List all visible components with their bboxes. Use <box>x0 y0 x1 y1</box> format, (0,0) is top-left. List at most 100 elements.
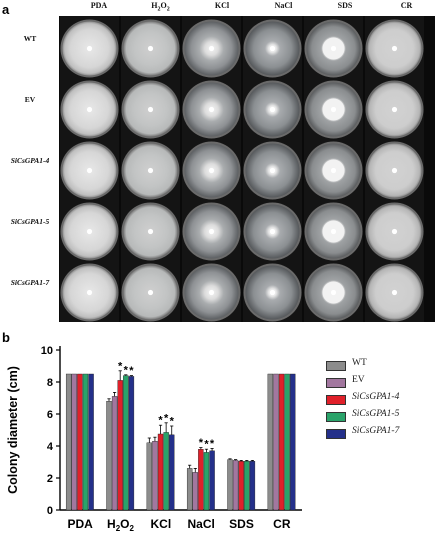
x-tick-label: KCl <box>150 517 171 531</box>
inoculum-plug <box>330 167 337 174</box>
bar-CR-SiCsGPA1-4 <box>278 373 285 511</box>
column-header-5: CR <box>400 1 413 10</box>
inoculum-plug <box>208 45 215 52</box>
legend-swatch <box>326 361 346 371</box>
bar-KCl-WT <box>146 442 153 511</box>
row-header-3: SiCsGPA1-5 <box>10 216 50 226</box>
column-header-1: H2O2 <box>131 1 191 13</box>
y-tick-label: 6 <box>47 409 53 421</box>
bar-CR-SiCsGPA1-7 <box>290 373 296 511</box>
inoculum-plug <box>269 228 276 235</box>
bar-PDA-SiCsGPA1-4 <box>77 373 83 511</box>
y-axis-label: Colony diameter (cm) <box>6 366 20 494</box>
bar-NaCl-SiCsGPA1-5 <box>203 452 210 511</box>
bar-KCl-SiCsGPA1-4 <box>157 433 164 511</box>
column-header-3: NaCl <box>274 1 293 10</box>
bar-KCl-EV <box>152 440 158 511</box>
x-tick-label: SDS <box>229 517 254 531</box>
inoculum-plug <box>208 167 215 174</box>
legend-item-0: WT <box>326 358 436 372</box>
bar-SDS-SiCsGPA1-4 <box>238 460 244 511</box>
column-header-0: PDA <box>90 1 108 10</box>
inoculum-plug <box>86 106 93 113</box>
inoculum-plug <box>391 167 398 174</box>
inoculum-plug <box>208 106 215 113</box>
significance-mark: * <box>199 437 204 449</box>
bar-PDA-EV <box>71 373 77 511</box>
inoculum-plug <box>391 289 398 296</box>
inoculum-plug <box>147 167 154 174</box>
inoculum-plug <box>391 45 398 52</box>
y-tick-label: 4 <box>47 441 54 453</box>
x-tick-label: PDA <box>67 517 93 531</box>
inoculum-plug <box>86 289 93 296</box>
legend-label: EV <box>352 375 365 385</box>
plate-photo-grid <box>11 16 435 322</box>
inoculum-plug <box>330 106 337 113</box>
column-header-4: SDS <box>337 1 353 10</box>
bar-NaCl-WT <box>186 468 193 511</box>
inoculum-plug <box>330 289 337 296</box>
legend-label: SiCsGPA1-4 <box>352 392 400 402</box>
legend-label: WT <box>352 358 367 368</box>
bar-PDA-WT <box>65 373 72 511</box>
inoculum-plug <box>147 45 154 52</box>
colony-diameter-chart: Colony diameter (cm) 0 2 4 6 8 10 PDA H2O2 KCl NaC… <box>6 345 302 533</box>
inoculum-plug <box>147 106 154 113</box>
h2o2-header-sub1: 2 <box>157 6 161 13</box>
inoculum-plug <box>269 45 276 52</box>
legend-swatch <box>326 412 346 422</box>
inoculum-plug <box>208 228 215 235</box>
y-tick-label: 0 <box>47 505 53 517</box>
inoculum-plug <box>391 228 398 235</box>
bar-CR-EV <box>273 373 279 511</box>
inoculum-plug <box>330 45 337 52</box>
x-tick-label: CR <box>273 517 291 531</box>
legend-swatch <box>326 378 346 388</box>
bar-H2O2-WT <box>106 400 112 511</box>
bar-H2O2-SiCsGPA1-4 <box>117 380 123 511</box>
inoculum-plug <box>269 289 276 296</box>
bar-H2O2-SiCsGPA1-7 <box>128 376 135 511</box>
petri-dish-grid <box>11 16 424 322</box>
inoculum-plug <box>269 167 276 174</box>
bar-NaCl-EV <box>192 472 198 511</box>
bar-PDA-SiCsGPA1-7 <box>88 373 94 511</box>
legend-swatch <box>326 395 346 405</box>
legend-label: SiCsGPA1-5 <box>352 409 400 419</box>
bar-CR-SiCsGPA1-5 <box>284 373 290 511</box>
bar-SDS-EV <box>232 460 239 511</box>
legend-swatch <box>326 429 346 439</box>
column-header-2: KCl <box>214 1 230 10</box>
inoculum-plug <box>86 167 93 174</box>
bar-SDS-SiCsGPA1-5 <box>244 460 250 511</box>
row-header-2: SiCsGPA1-4 <box>10 155 50 165</box>
significance-mark: * <box>124 364 129 376</box>
inoculum-plug <box>330 228 337 235</box>
inoculum-plug <box>147 289 154 296</box>
bar-SDS-SiCsGPA1-7 <box>249 460 256 511</box>
bar-H2O2-SiCsGPA1-5 <box>123 375 129 511</box>
h2o2-header-h: H <box>151 1 158 10</box>
legend-item-2: SiCsGPA1-4 <box>326 392 436 406</box>
row-header-0: WT <box>23 33 37 43</box>
inoculum-plug <box>391 106 398 113</box>
panel-a-label: a <box>2 2 10 17</box>
panel-b-label: b <box>2 330 10 345</box>
bar-NaCl-SiCsGPA1-4 <box>198 448 204 511</box>
significance-mark: * <box>118 360 123 372</box>
inoculum-plug <box>147 228 154 235</box>
significance-mark: * <box>204 439 209 451</box>
row-header-4: SiCsGPA1-7 <box>10 277 50 287</box>
y-tick-label: 8 <box>47 377 53 389</box>
inoculum-plug <box>86 45 93 52</box>
bar-NaCl-SiCsGPA1-7 <box>209 450 215 511</box>
x-tick-label: NaCl <box>187 517 214 531</box>
legend-item-1: EV <box>326 375 436 389</box>
inoculum-plug <box>208 289 215 296</box>
significance-mark: * <box>158 415 163 427</box>
x-tick-label: H2O2 <box>107 517 134 533</box>
legend-item-4: SiCsGPA1-7 <box>326 426 436 440</box>
bar-SDS-WT <box>227 459 233 511</box>
legend-label: SiCsGPA1-7 <box>352 426 400 436</box>
